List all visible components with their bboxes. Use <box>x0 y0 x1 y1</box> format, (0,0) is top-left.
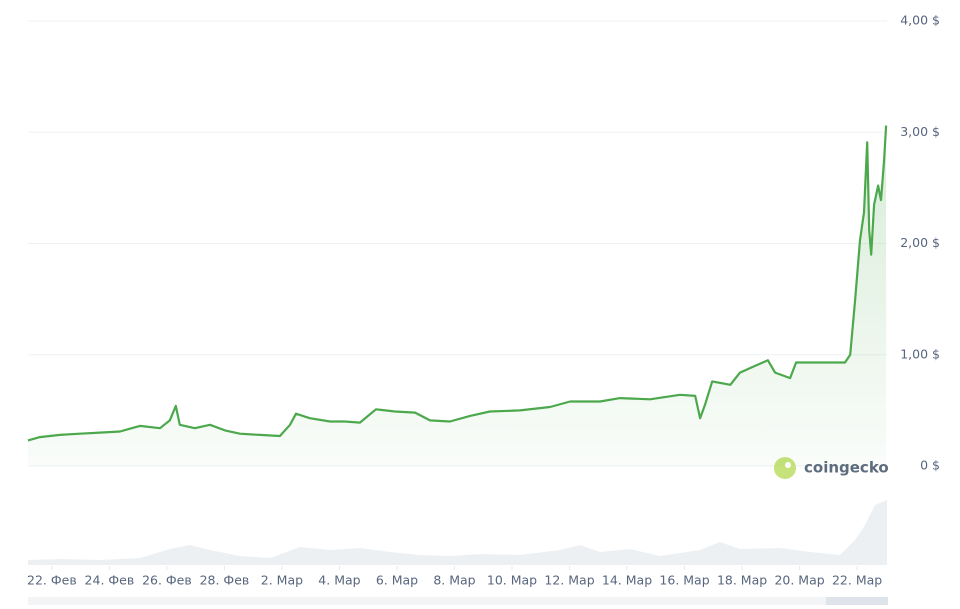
y-tick-label: 3,00 $ <box>900 124 940 139</box>
x-tick-label: 2. Мар <box>261 573 303 588</box>
x-tick-label: 12. Мар <box>544 573 594 588</box>
y-tick-label: 0 $ <box>920 458 940 473</box>
x-tick-label: 4. Мар <box>318 573 360 588</box>
navigator <box>28 597 888 605</box>
x-tick-label: 22. Фев <box>27 573 77 588</box>
x-tick-label: 28. Фев <box>200 573 250 588</box>
x-tick-label: 16. Мар <box>659 573 709 588</box>
x-tick-label: 8. Мар <box>433 573 475 588</box>
x-tick-label: 20. Мар <box>774 573 824 588</box>
x-tick-label: 6. Мар <box>376 573 418 588</box>
area <box>28 125 887 466</box>
x-tick-label: 10. Мар <box>487 573 537 588</box>
x-tick-label: 24. Фев <box>85 573 135 588</box>
price-line <box>27 125 888 442</box>
y-tick-label: 1,00 $ <box>900 346 940 361</box>
volume-strip <box>28 500 887 565</box>
x-tick-label: 18. Мар <box>717 573 767 588</box>
y-tick-label: 4,00 $ <box>900 13 940 28</box>
x-tick-label: 22. Мар <box>832 573 882 588</box>
y-tick-label: 2,00 $ <box>900 235 940 250</box>
x-tick-label: 14. Мар <box>602 573 652 588</box>
volume-area <box>28 500 887 565</box>
x-tick-label: 26. Фев <box>142 573 192 588</box>
navigator-window[interactable] <box>826 597 888 605</box>
